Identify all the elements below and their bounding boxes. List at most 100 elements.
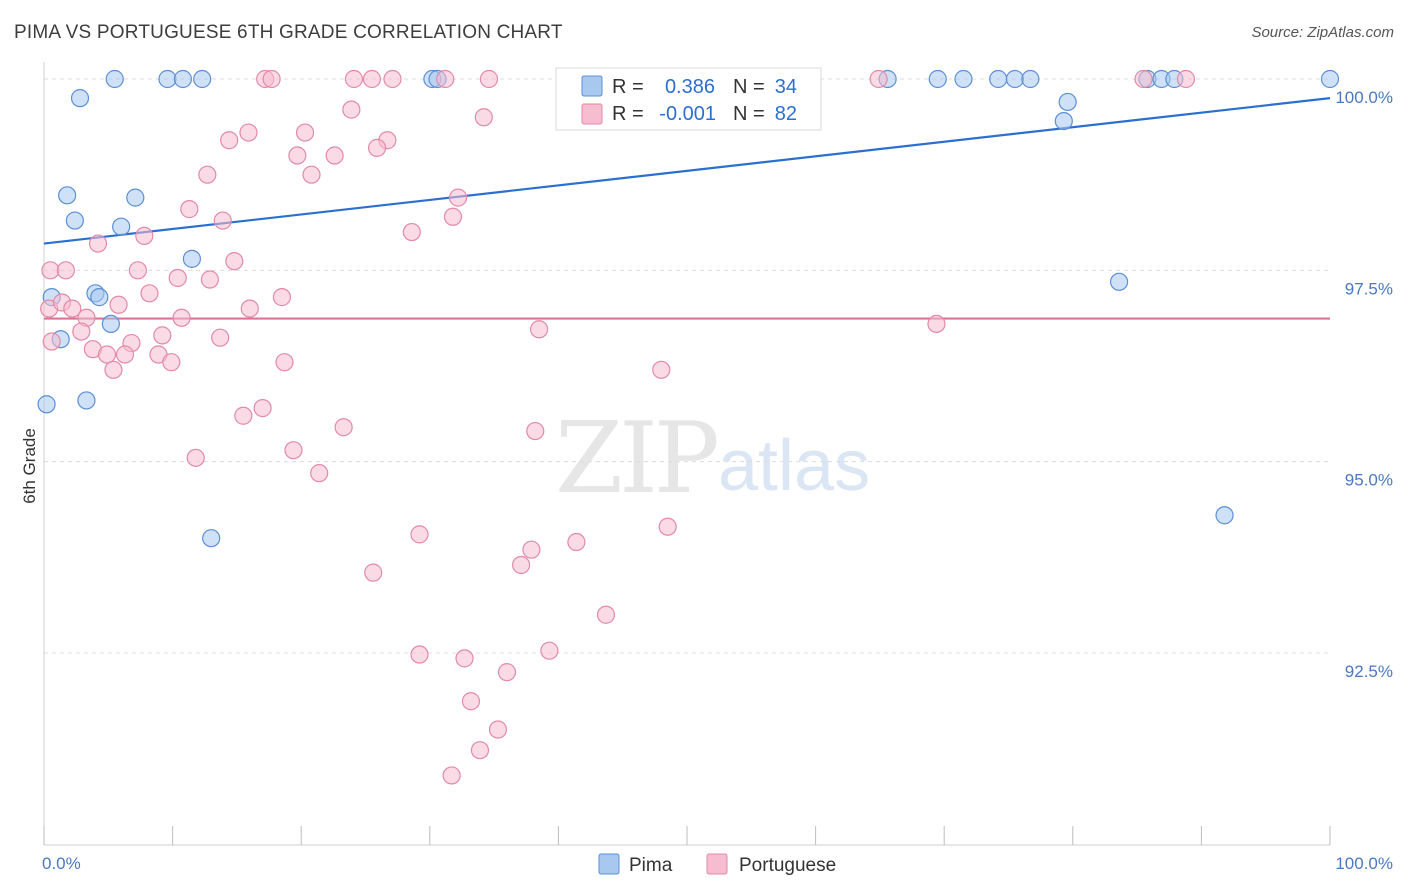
portuguese-point bbox=[42, 332, 61, 351]
portuguese-point bbox=[344, 69, 364, 89]
portuguese-point bbox=[325, 146, 344, 165]
portuguese-swatch-icon bbox=[581, 103, 603, 125]
data-points bbox=[37, 69, 1340, 785]
pima-point bbox=[58, 186, 77, 205]
gridlines bbox=[44, 78, 1330, 654]
stats-legend: R = 0.386 N = 34 R = -0.001 N = 82 bbox=[555, 67, 822, 131]
portuguese-point bbox=[479, 69, 499, 89]
portuguese-point bbox=[88, 234, 108, 253]
portuguese-point bbox=[1134, 69, 1153, 89]
portuguese-point bbox=[526, 421, 545, 441]
y-tick-label: 92.5% bbox=[1345, 662, 1393, 681]
portuguese-point bbox=[364, 563, 383, 582]
portuguese-point bbox=[172, 308, 191, 327]
portuguese-point bbox=[530, 320, 549, 339]
pima-point bbox=[928, 69, 947, 89]
axes bbox=[43, 62, 1331, 846]
portuguese-point bbox=[97, 345, 117, 364]
portuguese-point bbox=[869, 69, 888, 89]
pima-point bbox=[77, 391, 96, 410]
portuguese-point bbox=[342, 100, 361, 119]
portuguese-point bbox=[474, 108, 493, 127]
portuguese-point bbox=[448, 188, 468, 207]
portuguese-point bbox=[284, 441, 303, 460]
pima-r-value: 0.386 bbox=[665, 76, 715, 98]
portuguese-point bbox=[225, 252, 244, 271]
legend-pima-icon bbox=[598, 853, 620, 875]
portuguese-point bbox=[234, 406, 253, 425]
portuguese-point bbox=[497, 663, 517, 682]
pima-point bbox=[158, 69, 177, 89]
portuguese-point bbox=[1176, 69, 1196, 89]
portuguese-point bbox=[115, 345, 135, 364]
portuguese-point bbox=[213, 211, 232, 230]
legend-pima-label: Pima bbox=[629, 855, 673, 876]
portuguese-point bbox=[442, 766, 461, 785]
y-tick-label: 95.0% bbox=[1345, 471, 1393, 490]
portuguese-point bbox=[211, 328, 230, 347]
portuguese-point bbox=[488, 720, 508, 739]
y-tick-label: 100.0% bbox=[1335, 88, 1393, 107]
portuguese-point bbox=[367, 138, 387, 157]
pima-point bbox=[954, 69, 973, 89]
pima-point bbox=[90, 288, 109, 307]
pima-point bbox=[37, 395, 56, 414]
pima-trend-line bbox=[43, 97, 1331, 245]
portuguese-point bbox=[41, 261, 60, 280]
legend-portuguese-icon bbox=[706, 853, 728, 875]
pima-point bbox=[173, 69, 192, 89]
portuguese-point bbox=[927, 314, 946, 334]
portuguese-point bbox=[272, 288, 292, 307]
portuguese-point bbox=[402, 222, 421, 242]
portuguese-point bbox=[436, 69, 455, 89]
trend-lines bbox=[43, 97, 1331, 320]
source-label: Source: ZipAtlas.com bbox=[1251, 24, 1394, 41]
portuguese-point bbox=[658, 517, 677, 536]
portuguese-point bbox=[302, 165, 321, 184]
portuguese-point bbox=[310, 464, 329, 483]
pima-point bbox=[1021, 69, 1040, 89]
portuguese-point bbox=[461, 692, 481, 711]
portuguese-point bbox=[410, 525, 429, 544]
portuguese-point bbox=[470, 741, 490, 760]
portuguese-point bbox=[186, 448, 205, 467]
x-tick-label-min: 0.0% bbox=[42, 854, 81, 873]
portuguese-point bbox=[220, 131, 239, 150]
portuguese-point bbox=[383, 69, 402, 89]
chart-title: PIMA VS PORTUGUESE 6TH GRADE CORRELATION… bbox=[14, 22, 563, 43]
svg-text:ZIP: ZIP bbox=[555, 402, 717, 516]
portuguese-point bbox=[362, 69, 382, 89]
pima-point bbox=[1109, 272, 1129, 291]
portuguese-n-label: N = bbox=[733, 103, 765, 125]
portuguese-point bbox=[275, 353, 294, 372]
pima-n-value: 34 bbox=[775, 76, 797, 98]
portuguese-point bbox=[540, 641, 559, 660]
portuguese-point bbox=[567, 532, 586, 552]
pima-point bbox=[1215, 506, 1234, 525]
portuguese-point bbox=[153, 326, 172, 345]
pima-point bbox=[70, 89, 90, 108]
portuguese-point bbox=[198, 165, 217, 184]
pima-point bbox=[202, 529, 221, 548]
watermark: ZIP atlas bbox=[555, 402, 870, 516]
portuguese-point bbox=[162, 353, 181, 372]
pima-point bbox=[112, 217, 131, 236]
portuguese-n-value: 82 bbox=[775, 103, 797, 125]
portuguese-point bbox=[128, 261, 147, 280]
portuguese-point bbox=[104, 360, 123, 379]
pima-point bbox=[1005, 69, 1025, 89]
pima-point bbox=[101, 314, 120, 334]
pima-point bbox=[1058, 92, 1077, 112]
pima-point bbox=[126, 188, 145, 207]
portuguese-point bbox=[334, 418, 353, 437]
portuguese-point bbox=[168, 268, 187, 288]
x-tick-label-max: 100.0% bbox=[1335, 854, 1393, 873]
pima-point bbox=[193, 69, 212, 89]
portuguese-point bbox=[180, 200, 199, 219]
pima-point bbox=[65, 211, 84, 230]
portuguese-point bbox=[652, 360, 671, 379]
portuguese-point bbox=[512, 555, 531, 575]
portuguese-point bbox=[135, 226, 154, 245]
portuguese-point bbox=[262, 69, 281, 89]
